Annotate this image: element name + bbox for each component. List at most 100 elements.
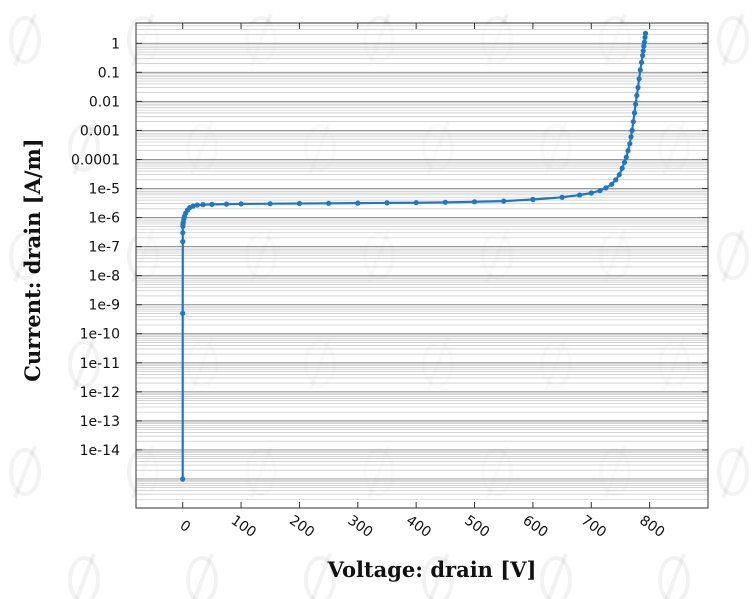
y-tick-label: 0.1	[98, 65, 120, 81]
watermark-logo	[717, 16, 749, 64]
x-tick-label: 600	[520, 513, 551, 541]
tick-marks	[136, 23, 708, 508]
data-point	[633, 101, 639, 107]
data-point	[194, 202, 200, 208]
data-point	[634, 92, 640, 99]
data-point	[597, 188, 603, 194]
data-point	[627, 141, 633, 147]
y-tick-label: 1e-10	[80, 327, 120, 343]
data-point	[209, 201, 215, 207]
watermark-logo	[68, 124, 100, 172]
y-tick-label: 1e-9	[89, 298, 120, 314]
series-points	[180, 30, 649, 482]
watermark-logo	[72, 337, 96, 391]
y-tick-label: 1e-13	[80, 414, 120, 430]
y-tick-label: 1e-12	[80, 385, 120, 401]
data-point	[442, 199, 448, 205]
data-point	[223, 201, 230, 207]
watermark-logo	[186, 556, 218, 599]
data-point	[609, 181, 615, 187]
x-tick-label: 800	[636, 513, 667, 541]
data-point	[642, 34, 648, 41]
watermark-logo	[540, 556, 572, 599]
watermark-logo	[717, 232, 749, 280]
x-tick-label: 100	[228, 513, 259, 541]
data-point	[588, 190, 594, 196]
watermark-logo	[664, 553, 686, 599]
watermark-logo	[721, 445, 745, 499]
data-point	[613, 177, 619, 183]
data-point	[180, 230, 186, 236]
watermark-logo	[13, 229, 37, 283]
x-tick-label: 0	[177, 518, 193, 536]
x-tick-label: 200	[286, 513, 317, 541]
data-point	[619, 165, 625, 171]
watermark-logo	[546, 553, 568, 599]
data-point	[384, 200, 390, 206]
y-tick-label: 1e-7	[89, 240, 120, 256]
data-point	[629, 127, 635, 133]
data-point	[636, 76, 642, 82]
data-point	[326, 200, 332, 206]
data-point	[180, 310, 186, 316]
data-point	[559, 194, 565, 200]
data-point	[641, 43, 647, 49]
data-point	[200, 202, 206, 208]
y-tick-label: 0.0001	[71, 152, 120, 168]
x-axis-title: Voltage: drain [V]	[327, 557, 537, 582]
x-tick-label: 700	[578, 513, 609, 541]
watermark-logo	[9, 16, 41, 64]
watermark-logo	[13, 13, 37, 67]
x-tick-labels: 0 100 200 300 400 500 600 700 800	[177, 513, 668, 541]
data-point	[630, 119, 636, 125]
watermark-logo	[717, 448, 749, 496]
data-point	[623, 154, 629, 160]
watermark-logo	[74, 553, 96, 599]
watermark-logo	[658, 556, 690, 599]
data-point	[628, 134, 634, 140]
data-point	[637, 67, 643, 73]
data-point	[530, 196, 536, 203]
data-point	[641, 39, 648, 45]
data-point	[296, 200, 302, 207]
watermark-logo	[428, 553, 450, 599]
data-point	[180, 238, 186, 245]
data-point	[616, 172, 622, 178]
x-tick-label: 500	[461, 513, 492, 541]
data-point	[621, 159, 628, 165]
watermark-logo	[9, 448, 41, 496]
plot-frame	[135, 22, 709, 509]
y-tick-label: 1e-6	[89, 211, 121, 227]
x-tick-label: 300	[345, 513, 376, 541]
data-point	[635, 84, 641, 91]
watermark-logo	[13, 445, 37, 499]
y-tick-label: 1e-5	[89, 182, 120, 198]
watermark-logo	[72, 121, 96, 175]
data-point	[625, 148, 631, 154]
watermark-logo	[422, 556, 454, 599]
data-point	[355, 200, 361, 206]
watermark-logo	[721, 13, 745, 67]
watermark-logo	[721, 229, 745, 283]
y-tick-label: 0.01	[89, 94, 120, 110]
y-tick-label: 1e-11	[80, 356, 120, 372]
y-tick-label: 1e-14	[80, 443, 120, 459]
data-point	[640, 48, 646, 54]
watermark-logo	[9, 232, 41, 280]
data-point	[238, 201, 244, 207]
watermark-logo	[192, 553, 214, 599]
y-axis-title: Current: drain [A/m]	[20, 138, 45, 381]
y-tick-label: 1	[111, 36, 120, 52]
y-tick-labels: 1 0.1 0.01 0.001 0.0001 1e-5 1e-6 1e-7 1e-8 1e-9 1…	[71, 36, 120, 459]
data-point	[413, 200, 419, 206]
data-point	[501, 198, 507, 204]
data-point	[638, 59, 645, 65]
plot-area	[136, 23, 708, 508]
data-point	[642, 30, 649, 36]
data-point	[267, 201, 273, 207]
data-point	[190, 203, 196, 209]
watermark-logo	[304, 556, 336, 599]
y-tick-label: 0.001	[80, 123, 120, 139]
data-point	[631, 110, 638, 116]
